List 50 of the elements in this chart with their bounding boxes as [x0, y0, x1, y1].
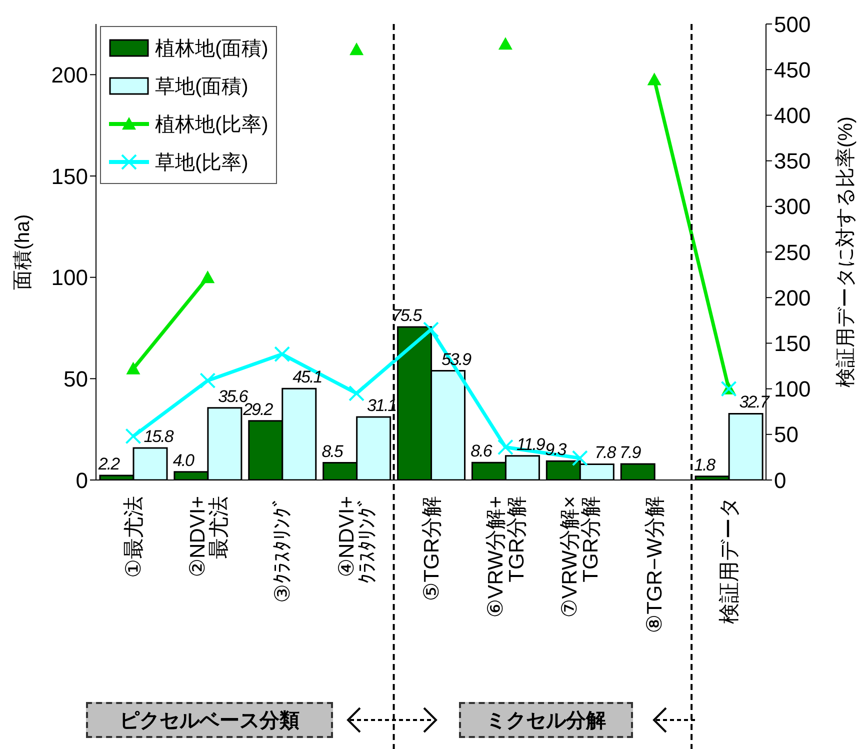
x-tick-label: 検証用データ	[718, 496, 742, 624]
text: ミクセル分解	[459, 702, 633, 738]
y-tick-label: 200	[51, 62, 88, 88]
legend-label: 植林地(比率)	[155, 112, 268, 138]
y2-tick-label: 450	[774, 57, 811, 82]
y-tick-label: 150	[51, 164, 88, 189]
y2-tick-label: 50	[774, 422, 798, 448]
point	[200, 270, 215, 284]
x-tick-label: ⑤TGR分解	[420, 496, 444, 602]
y2-tick-label: 300	[774, 194, 811, 220]
y2-tick-label: 400	[774, 103, 811, 128]
point	[126, 362, 140, 374]
x-tick-label: ③ｸﾗｽﾀﾘﾝｸﾞ	[271, 496, 294, 603]
data-label: 7.9	[620, 442, 642, 462]
data-label: 2.2	[97, 454, 121, 474]
x-tick-label: ⑦VRW分解× TGR分解	[558, 496, 603, 618]
y2-tick-label: 250	[774, 240, 811, 265]
data-label: 7.8	[594, 443, 617, 462]
data-label: 45.1	[292, 368, 322, 387]
data-label: 1.8	[694, 455, 716, 474]
point	[647, 72, 662, 86]
legend-label: 草地(面積)	[155, 74, 248, 100]
y2-tick-label: 0	[774, 468, 786, 493]
x-tick-label: ②NDVI+ 最尤法	[186, 496, 231, 578]
y2-tick-label: 150	[774, 331, 811, 356]
x-tick-label: ①最尤法	[122, 496, 146, 578]
data-label: 8.6	[470, 442, 493, 461]
y2-tick-label: 200	[774, 285, 811, 310]
data-label: 11.9	[516, 434, 546, 454]
point	[498, 37, 512, 50]
x-tick-label: ⑥VRW分解+ TGR分解	[484, 496, 528, 618]
y-tick-label: 50	[64, 366, 88, 392]
y2-tick-label: 500	[774, 12, 811, 37]
text: ピクセルベース分類	[86, 702, 333, 738]
x-tick-label: ⑧TGR−W分解	[644, 496, 667, 634]
legend-label: 草地(比率)	[155, 150, 248, 176]
data-label: 75.5	[392, 306, 423, 325]
data-label: 8.5	[322, 442, 344, 461]
y-tick-label: 0	[76, 468, 88, 493]
y2-tick-label: 350	[774, 148, 811, 174]
y-axis-title: 面積(ha)	[12, 214, 34, 290]
point	[350, 42, 364, 56]
data-label: 4.0	[172, 450, 196, 470]
data-label: 31.1	[367, 396, 397, 415]
y2-tick-label: 100	[774, 376, 811, 402]
legend-label: 植林地(面積)	[155, 36, 268, 62]
data-label: 15.8	[144, 426, 174, 446]
y2-axis-title: 検証用データに対する比率(%)	[835, 116, 858, 388]
x-tick-label: ④NDVI+ ｸﾗｽﾀﾘﾝｸﾞ	[335, 496, 380, 584]
y-tick-label: 100	[51, 265, 88, 290]
